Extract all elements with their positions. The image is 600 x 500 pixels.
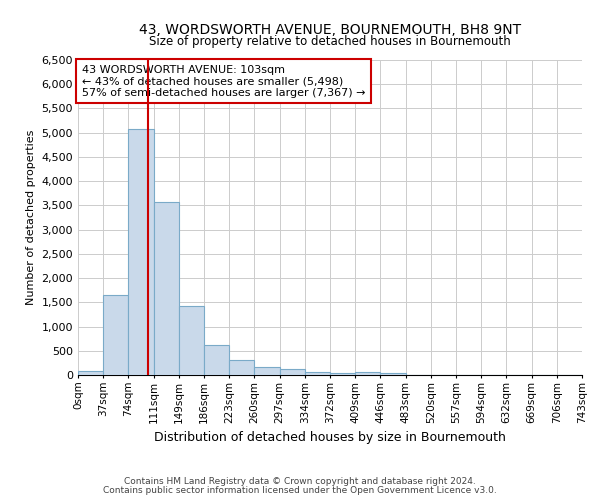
Bar [229, 360, 254, 375]
Text: Size of property relative to detached houses in Bournemouth: Size of property relative to detached ho… [149, 35, 511, 48]
Bar [280, 369, 305, 375]
Bar [179, 306, 204, 375]
Bar [78, 372, 103, 375]
Text: Contains public sector information licensed under the Open Government Licence v3: Contains public sector information licen… [103, 486, 497, 495]
Text: 43, WORDSWORTH AVENUE, BOURNEMOUTH, BH8 9NT: 43, WORDSWORTH AVENUE, BOURNEMOUTH, BH8 … [139, 22, 521, 36]
Bar [355, 372, 380, 375]
Bar [254, 368, 280, 375]
X-axis label: Distribution of detached houses by size in Bournemouth: Distribution of detached houses by size … [154, 431, 506, 444]
Bar [128, 129, 154, 375]
Bar [330, 373, 355, 375]
Y-axis label: Number of detached properties: Number of detached properties [26, 130, 36, 305]
Text: Contains HM Land Registry data © Crown copyright and database right 2024.: Contains HM Land Registry data © Crown c… [124, 477, 476, 486]
Bar [204, 345, 229, 375]
Bar [103, 294, 128, 375]
Bar [380, 373, 406, 375]
Bar [305, 372, 330, 375]
Text: 43 WORDSWORTH AVENUE: 103sqm
← 43% of detached houses are smaller (5,498)
57% of: 43 WORDSWORTH AVENUE: 103sqm ← 43% of de… [82, 64, 365, 98]
Bar [154, 202, 179, 375]
